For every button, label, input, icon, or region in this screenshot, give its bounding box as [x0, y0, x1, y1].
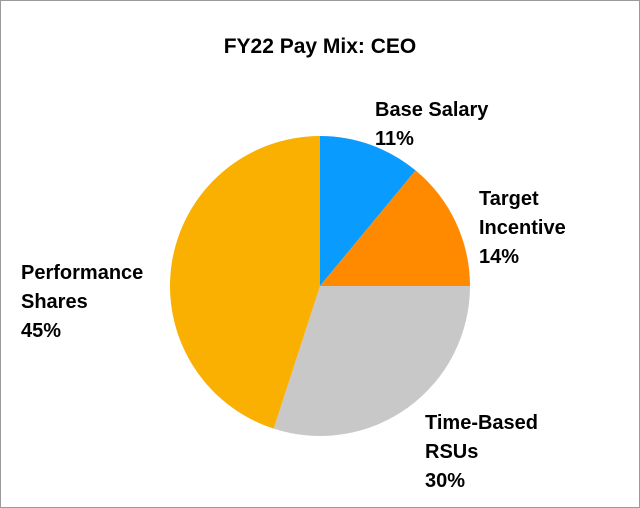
slice-name-label: Base Salary — [375, 99, 489, 121]
slice-name-label: Time-Based — [425, 412, 538, 434]
slice-name-label: Shares — [21, 291, 88, 313]
slice-value-label: 45% — [21, 320, 61, 342]
slice-name-label: Incentive — [479, 217, 566, 239]
pie-slice-base-salary — [320, 136, 416, 286]
slice-label: Target Incentive 14% — [479, 188, 566, 268]
pie-slice-performance-shares — [169, 136, 320, 429]
chart-title: FY22 Pay Mix: CEO — [224, 35, 417, 58]
slice-name-label: Performance — [21, 262, 143, 284]
slice-name-label: RSUs — [425, 441, 478, 463]
slice-label: Base Salary 11% — [375, 99, 489, 150]
slice-labels: Base Salary 11% Target Incentive 14% Time-Bas… — [21, 99, 566, 492]
slice-label: Time-Based RSUs 30% — [425, 412, 538, 492]
slice-name-label: Target — [479, 188, 539, 210]
slice-label: Performance Shares 45% — [21, 262, 143, 342]
pie-slice-time-based-rsus — [273, 286, 470, 437]
slice-value-label: 14% — [479, 246, 519, 268]
pie-slices — [169, 136, 470, 437]
slice-value-label: 11% — [375, 128, 414, 150]
pie-slice-target-incentive — [320, 170, 470, 286]
slice-value-label: 30% — [425, 470, 465, 492]
